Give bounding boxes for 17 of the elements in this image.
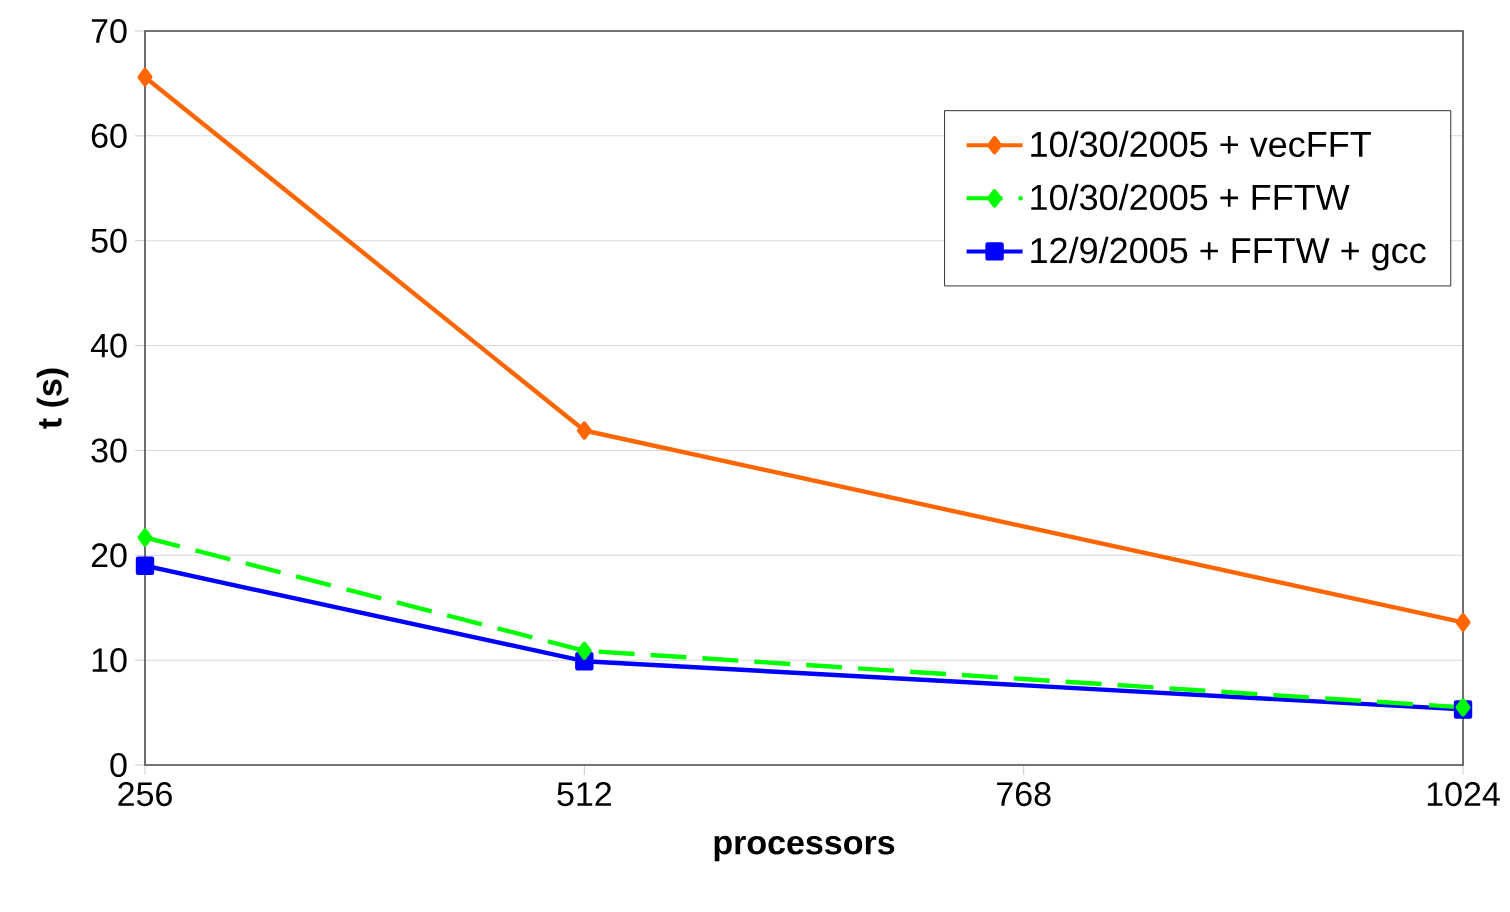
x-axis-title: processors	[714, 835, 895, 862]
legend-label: 12/9/2005 + FFTW + gcc	[1031, 236, 1426, 271]
y-tick-label: 50	[91, 228, 127, 253]
y-tick-label: 30	[91, 438, 127, 463]
y-axis-title: t (s)	[36, 368, 69, 429]
y-tick-label: 10	[92, 648, 127, 673]
x-tick-label: 1024	[1427, 782, 1500, 807]
legend-label: 10/30/2005 + FFTW	[1031, 183, 1350, 211]
legend-label: 10/30/2005 + vecFFT	[1031, 130, 1371, 158]
x-tick-label: 256	[118, 782, 172, 807]
y-tick-label: 20	[91, 543, 127, 568]
y-tick-label: 0	[110, 752, 127, 778]
x-tick-label: 768	[997, 782, 1051, 807]
y-tick-label: 40	[90, 333, 127, 358]
x-tick-label: 512	[557, 782, 611, 807]
y-tick-label: 70	[91, 18, 127, 44]
y-tick-label: 60	[91, 123, 127, 148]
